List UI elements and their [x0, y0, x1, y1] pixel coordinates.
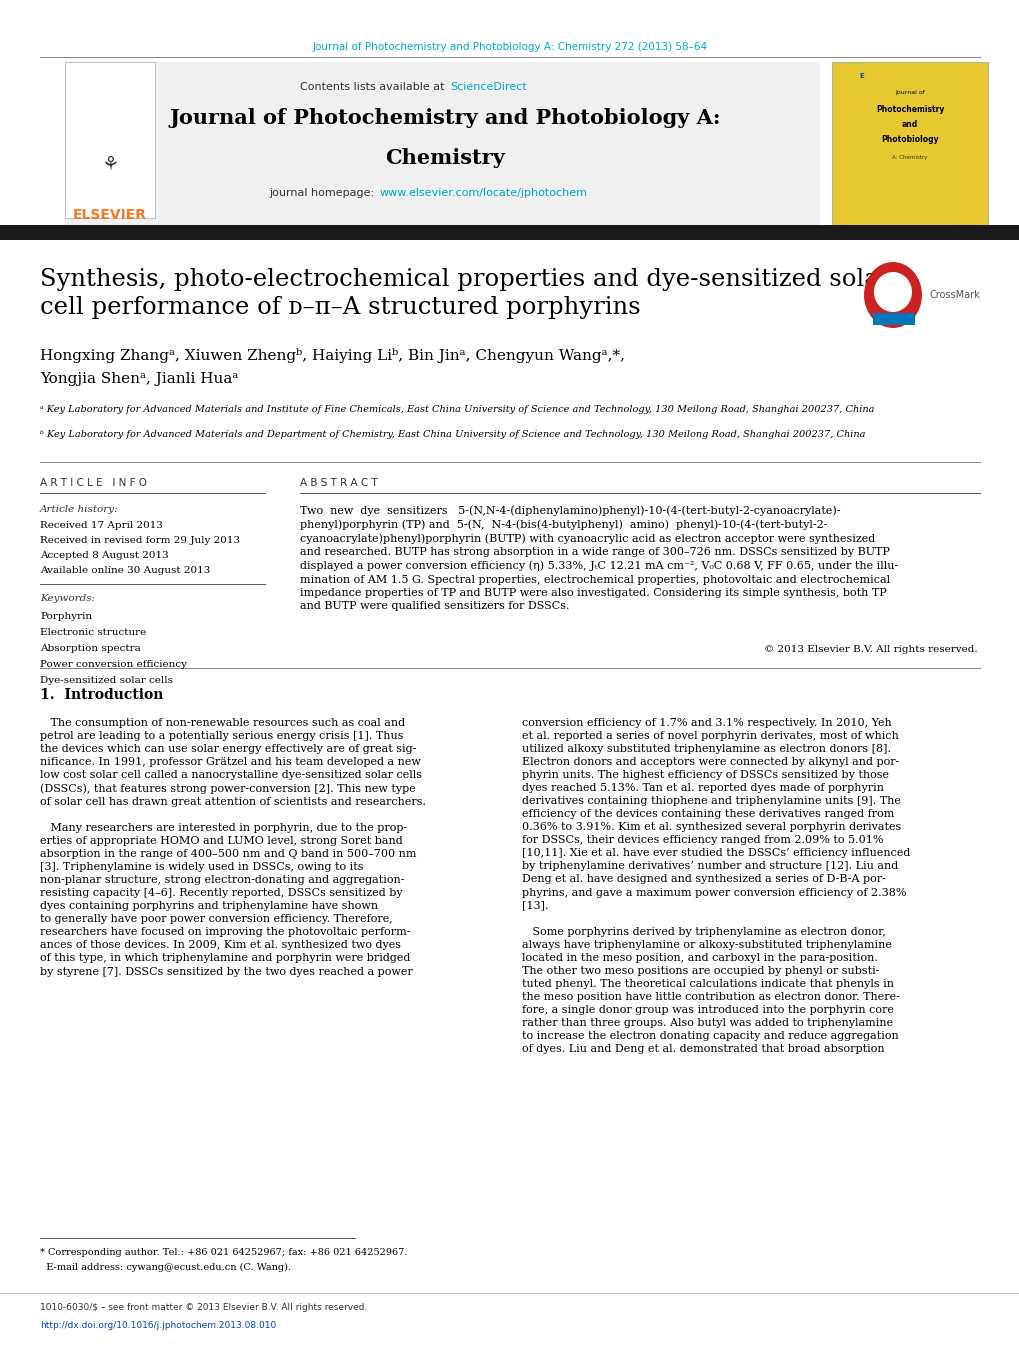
Text: Journal of Photochemistry and Photobiology A: Chemistry 272 (2013) 58–64: Journal of Photochemistry and Photobiolo…	[312, 42, 707, 51]
Text: Received 17 April 2013: Received 17 April 2013	[40, 521, 163, 530]
Text: Photobiology: Photobiology	[880, 135, 937, 145]
Text: 1010-6030/$ – see front matter © 2013 Elsevier B.V. All rights reserved.: 1010-6030/$ – see front matter © 2013 El…	[40, 1302, 367, 1312]
Text: ELSEVIER: ELSEVIER	[73, 208, 147, 222]
Text: and: and	[901, 120, 917, 128]
Text: Yongjia Shenᵃ, Jianli Huaᵃ: Yongjia Shenᵃ, Jianli Huaᵃ	[40, 372, 238, 386]
Text: Received in revised form 29 July 2013: Received in revised form 29 July 2013	[40, 536, 239, 544]
Text: conversion efficiency of 1.7% and 3.1% respectively. In 2010, Yeh
et al. reporte: conversion efficiency of 1.7% and 3.1% r…	[522, 717, 910, 1054]
Text: ᵇ Key Laboratory for Advanced Materials and Department of Chemistry, East China : ᵇ Key Laboratory for Advanced Materials …	[40, 430, 865, 439]
Bar	[832, 62, 987, 226]
Text: Synthesis, photo-electrochemical properties and dye-sensitized solar
cell perfor: Synthesis, photo-electrochemical propert…	[40, 267, 890, 319]
Text: © 2013 Elsevier B.V. All rights reserved.: © 2013 Elsevier B.V. All rights reserved…	[763, 644, 977, 654]
Text: Absorption spectra: Absorption spectra	[40, 644, 141, 653]
Text: Keywords:: Keywords:	[40, 594, 95, 603]
Text: Journal of: Journal of	[895, 91, 924, 95]
Bar	[65, 62, 819, 226]
Text: Porphyrin: Porphyrin	[40, 612, 92, 621]
Ellipse shape	[873, 272, 911, 312]
Text: Contents lists available at: Contents lists available at	[300, 82, 447, 92]
Text: Chemistry: Chemistry	[385, 149, 504, 168]
Text: Hongxing Zhangᵃ, Xiuwen Zhengᵇ, Haiying Liᵇ, Bin Jinᵃ, Chengyun Wangᵃ,*,: Hongxing Zhangᵃ, Xiuwen Zhengᵇ, Haiying …	[40, 349, 625, 363]
Bar	[65, 62, 155, 218]
Text: A: Chemistry: A: Chemistry	[892, 155, 926, 159]
Text: A R T I C L E   I N F O: A R T I C L E I N F O	[40, 478, 147, 488]
Text: A B S T R A C T: A B S T R A C T	[300, 478, 377, 488]
Text: Electronic structure: Electronic structure	[40, 628, 146, 638]
Text: Article history:: Article history:	[40, 505, 118, 513]
Text: ⚘: ⚘	[101, 155, 118, 174]
Text: 1.  Introduction: 1. Introduction	[40, 688, 163, 703]
Text: Accepted 8 August 2013: Accepted 8 August 2013	[40, 551, 168, 561]
Text: Available online 30 August 2013: Available online 30 August 2013	[40, 566, 210, 576]
Text: http://dx.doi.org/10.1016/j.jphotochem.2013.08.010: http://dx.doi.org/10.1016/j.jphotochem.2…	[40, 1321, 276, 1329]
Text: ScienceDirect: ScienceDirect	[449, 82, 526, 92]
Text: CrossMark: CrossMark	[929, 290, 980, 300]
Text: Dye-sensitized solar cells: Dye-sensitized solar cells	[40, 676, 173, 685]
Bar	[872, 313, 914, 326]
Text: journal homepage:: journal homepage:	[269, 188, 378, 199]
Text: E-mail address: cywang@ecust.edu.cn (C. Wang).: E-mail address: cywang@ecust.edu.cn (C. …	[40, 1263, 290, 1273]
Text: Photochemistry: Photochemistry	[875, 105, 944, 113]
Bar	[0, 226, 1019, 240]
Text: Journal of Photochemistry and Photobiology A:: Journal of Photochemistry and Photobiolo…	[169, 108, 720, 128]
Text: The consumption of non-renewable resources such as coal and
petrol are leading t: The consumption of non-renewable resourc…	[40, 717, 426, 977]
Text: ᵃ Key Laboratory for Advanced Materials and Institute of Fine Chemicals, East Ch: ᵃ Key Laboratory for Advanced Materials …	[40, 405, 873, 413]
Text: Power conversion efficiency: Power conversion efficiency	[40, 661, 186, 669]
Text: * Corresponding author. Tel.: +86 021 64252967; fax: +86 021 64252967.: * Corresponding author. Tel.: +86 021 64…	[40, 1248, 408, 1256]
Ellipse shape	[863, 262, 921, 328]
Text: E: E	[859, 73, 863, 78]
Text: www.elsevier.com/locate/jphotochem: www.elsevier.com/locate/jphotochem	[380, 188, 587, 199]
Text: Two  new  dye  sensitizers   5-(N,N-4-(diphenylamino)phenyl)-10-(4-(tert-butyl-2: Two new dye sensitizers 5-(N,N-4-(diphen…	[300, 505, 898, 612]
